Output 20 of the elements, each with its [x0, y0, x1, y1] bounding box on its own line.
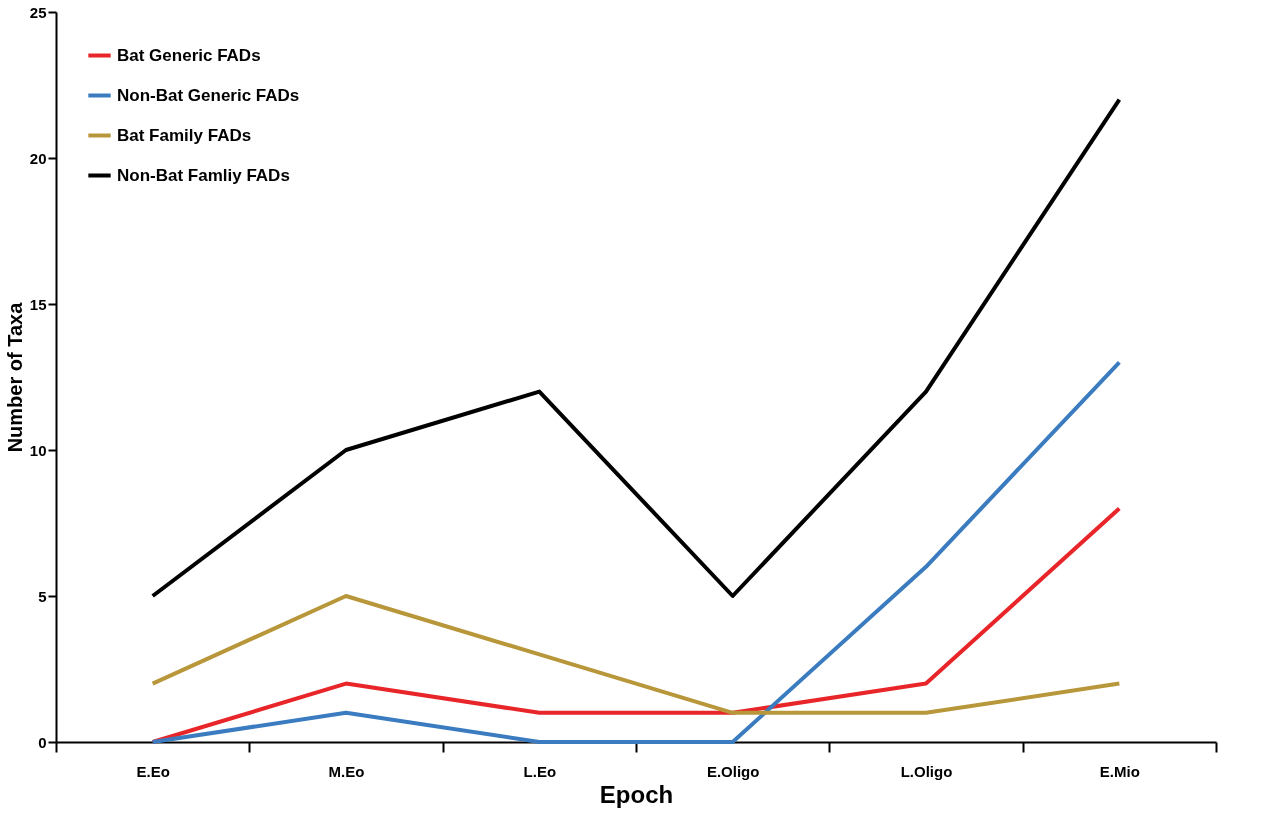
y-axis-title: Number of Taxa [3, 301, 26, 453]
y-tick-label: 10 [29, 441, 47, 459]
line-series [150, 594, 1122, 715]
y-tick-label: 25 [29, 3, 47, 21]
legend-label: Non-Bat Generic FADs [117, 85, 300, 105]
x-tick-label: L.Eo [523, 762, 557, 780]
y-tick-label: 20 [29, 149, 47, 167]
x-tick-label: E.Oligo [706, 762, 760, 780]
y-tick-label: 5 [38, 587, 47, 605]
x-tick-label: L.Oligo [900, 762, 953, 780]
legend-label: Bat Family FADs [117, 125, 252, 145]
y-tick-label: 15 [29, 295, 47, 313]
x-tick-label: M.Eo [328, 762, 365, 780]
x-tick-label: E.Eo [136, 762, 170, 780]
x-axis-title: Epoch [599, 780, 674, 808]
legend-label: Bat Generic FADs [117, 45, 261, 65]
y-tick-label: 0 [38, 733, 47, 751]
x-tick-label: E.Mio [1099, 762, 1140, 780]
legend-label: Non-Bat Famliy FADs [117, 165, 290, 185]
line-series [150, 360, 1122, 744]
